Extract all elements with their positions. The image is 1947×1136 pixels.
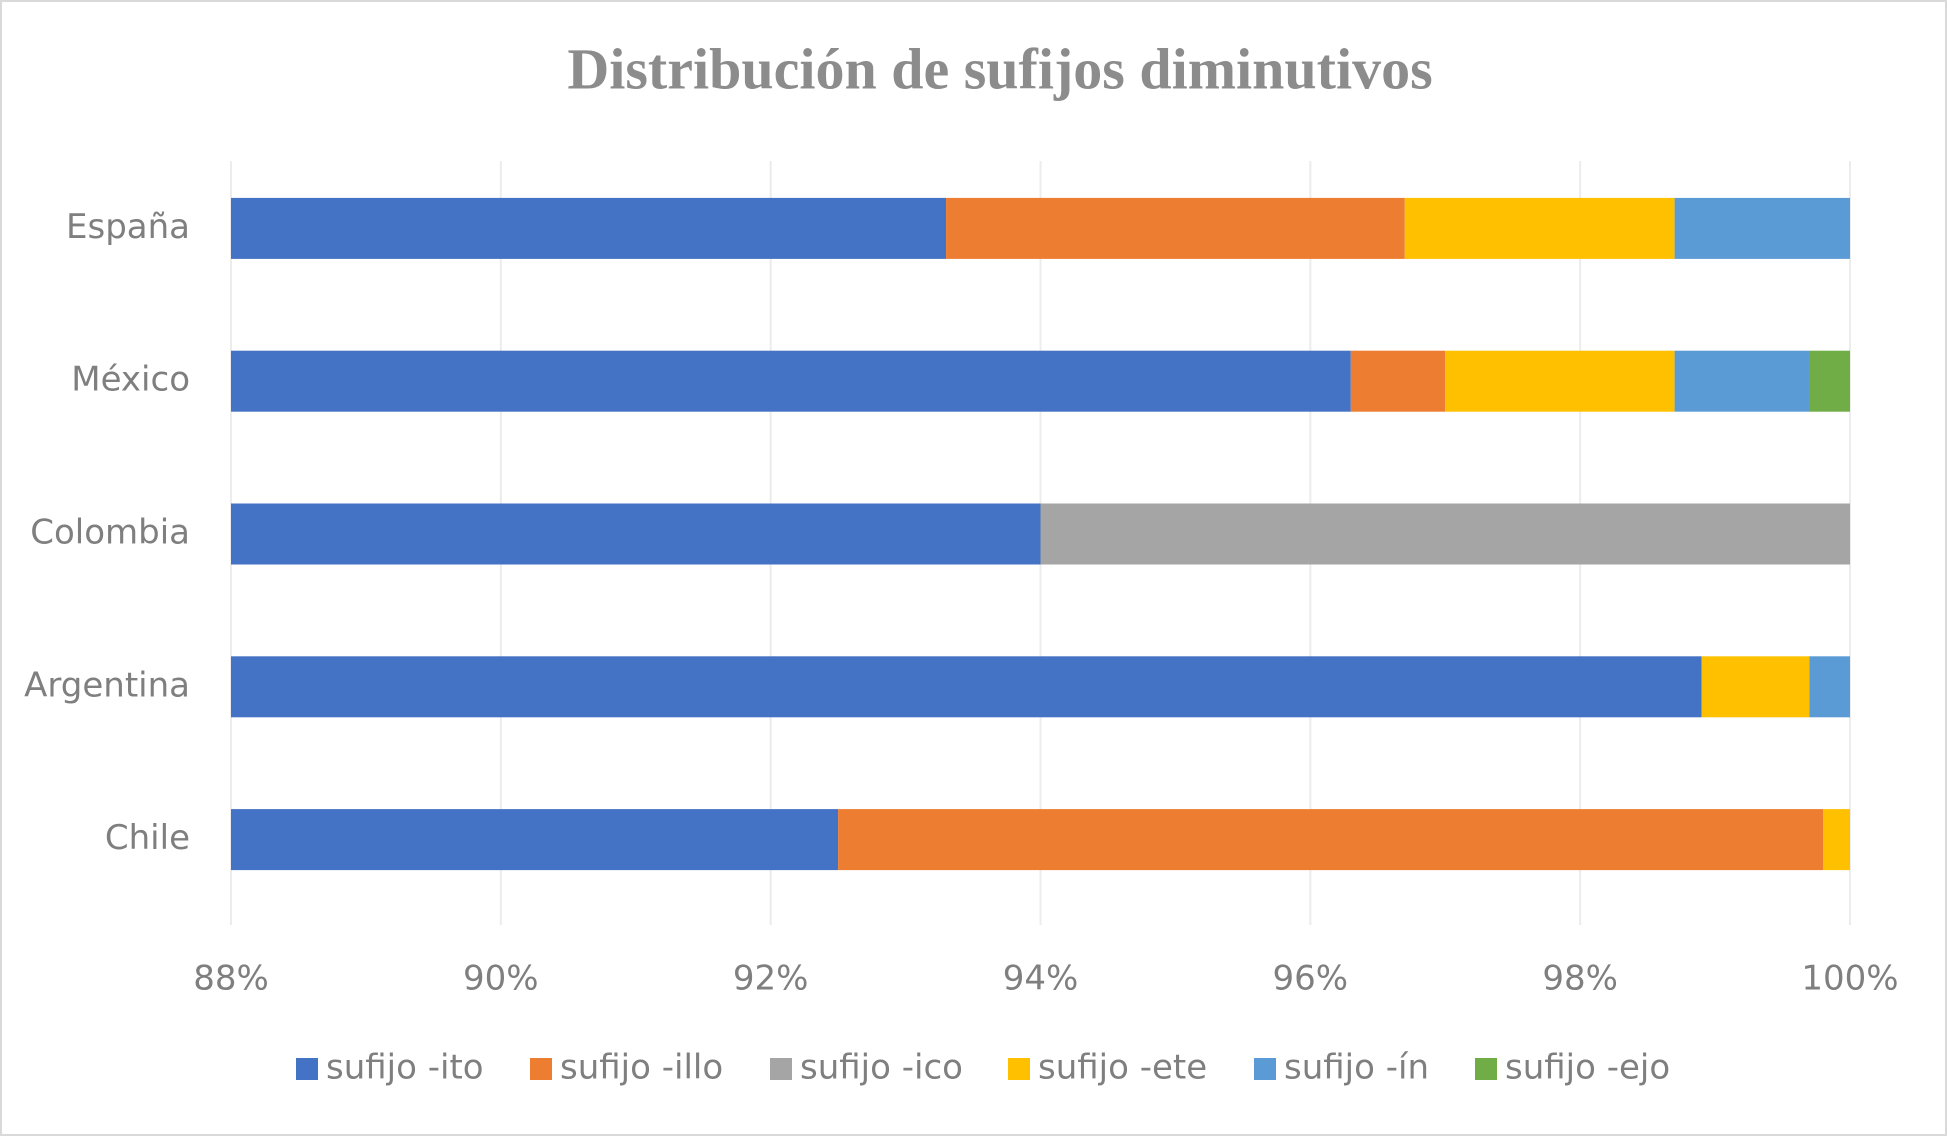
x-tick-label: 90% [463,959,539,999]
bar-segment [946,197,1405,259]
bar-segment [231,809,839,871]
bar-segment [1040,503,1850,565]
x-tick-label: 100% [1801,959,1898,999]
bar-segment [1809,656,1850,718]
x-tick-label: 96% [1273,959,1349,999]
bar-segment [1674,197,1850,259]
y-tick-label: Colombia [30,513,190,553]
x-tick-label: 98% [1542,959,1618,999]
x-tick-label: 94% [1003,959,1079,999]
legend-label: sufijo -ejo [1505,1048,1670,1088]
bar-segment [838,809,1824,871]
bar-segment [1809,350,1850,412]
legend-swatch [1475,1058,1497,1080]
bar-segment [231,197,947,259]
legend-label: sufijo -illo [560,1048,723,1088]
bar-segment [1674,350,1810,412]
y-tick-label: España [66,207,190,247]
legend-swatch [296,1058,318,1080]
y-tick-label: México [71,360,190,400]
legend-label: sufijo -ín [1284,1048,1429,1088]
bar-segment [1404,197,1675,259]
y-tick-label: Chile [105,818,190,858]
legend-swatch [1254,1058,1276,1080]
legend-swatch [530,1058,552,1080]
bar-segment [1701,656,1810,718]
bar-segment [1445,350,1675,412]
chart-title: Distribución de sufijos diminutivos [567,36,1432,101]
bar-segment [231,350,1351,412]
x-tick-label: 92% [733,959,809,999]
y-tick-label: Argentina [24,665,190,705]
bar-segment [231,656,1702,718]
bar-segment [231,503,1041,565]
x-tick-label: 88% [193,959,269,999]
bar-segment [1350,350,1446,412]
legend-swatch [770,1058,792,1080]
legend-label: sufijo -ito [326,1048,484,1088]
bar-segment [1823,809,1850,871]
legend-label: sufijo -ete [1038,1048,1207,1088]
legend-swatch [1008,1058,1030,1080]
legend-label: sufijo -ico [800,1048,963,1088]
